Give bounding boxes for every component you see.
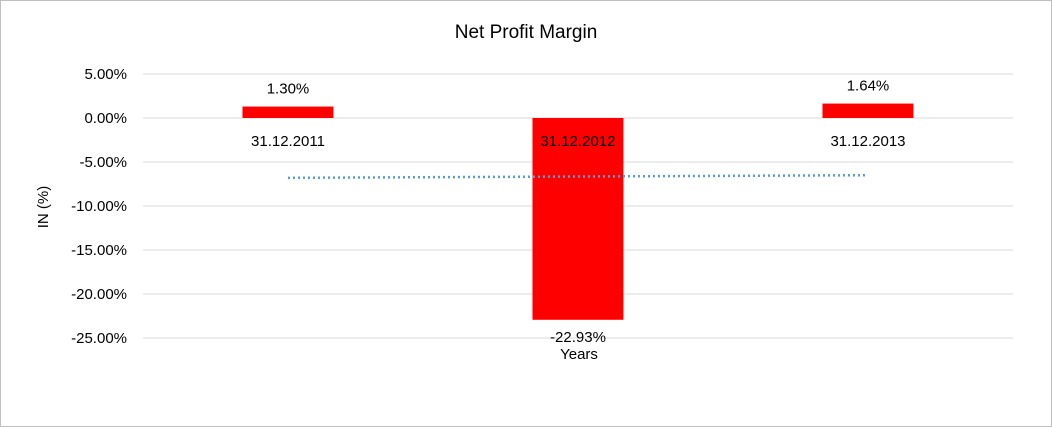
- bar: [532, 118, 624, 320]
- y-tick-label: -20.00%: [71, 286, 127, 303]
- bar: [822, 103, 914, 118]
- y-tick-label: -15.00%: [71, 242, 127, 259]
- bars: [242, 103, 914, 320]
- y-tick-label: 0.00%: [84, 110, 127, 127]
- trendline-line: [287, 173, 869, 180]
- category-labels: 31.12.2011 31.12.2012 31.12.2013: [251, 133, 906, 150]
- y-tick-labels: 5.00% 0.00% -5.00% -10.00% -15.00% -20.00% -25…: [71, 66, 127, 347]
- y-axis-label: IN (%): [35, 186, 52, 229]
- trendline: [287, 173, 869, 180]
- category-label: 31.12.2011: [251, 133, 325, 150]
- y-tick-label: 5.00%: [84, 66, 127, 83]
- data-labels: 1.30% -22.93% 1.64%: [267, 78, 890, 346]
- y-tick-label: -10.00%: [71, 198, 127, 215]
- y-tick-label: -25.00%: [71, 330, 127, 347]
- data-label: 1.30%: [267, 81, 310, 98]
- data-label: -22.93%: [550, 329, 606, 346]
- y-tick-label: -5.00%: [79, 154, 127, 171]
- category-label: 31.12.2013: [830, 133, 905, 150]
- x-axis-label: Years: [560, 346, 598, 363]
- data-label: 1.64%: [847, 78, 890, 95]
- chart-title: Net Profit Margin: [455, 22, 598, 43]
- bar: [242, 106, 334, 118]
- category-label: 31.12.2012: [540, 133, 615, 150]
